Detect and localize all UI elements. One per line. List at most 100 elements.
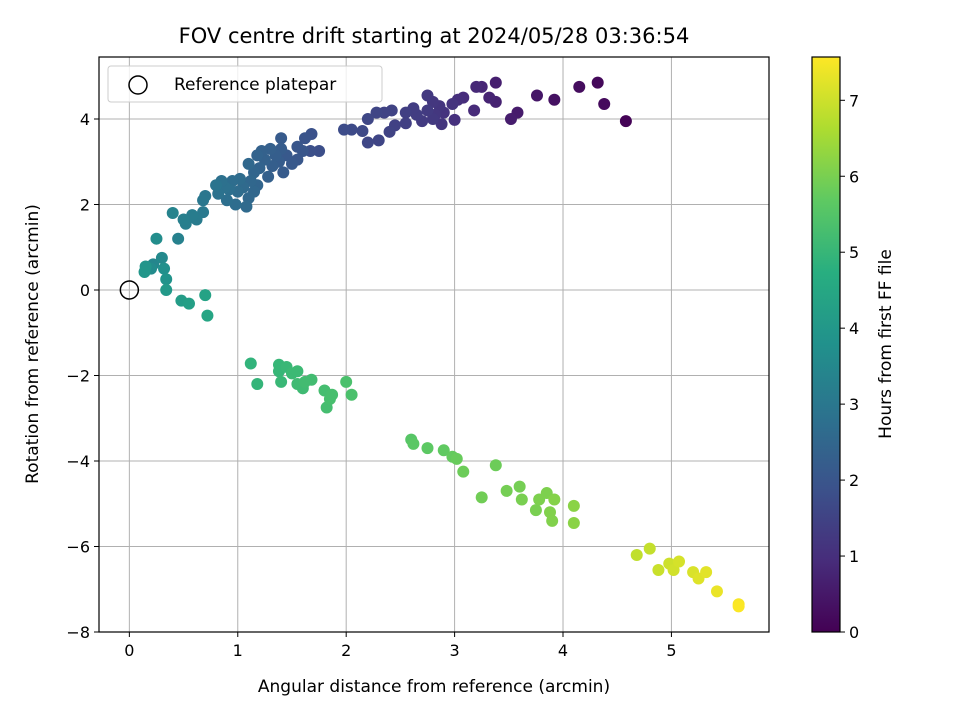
data-point [244,357,257,370]
x-tick-label: 3 [450,641,460,660]
data-point [275,132,288,145]
data-point [361,112,374,125]
colorbar-label: Hours from first FF file [876,249,896,439]
data-point [220,194,233,207]
data-point [667,564,680,577]
data-point [407,437,420,450]
data-point [421,89,434,102]
data-point [251,378,264,391]
data-point [361,136,374,149]
data-point [182,297,195,310]
data-point [673,555,686,568]
data-point [240,200,253,213]
data-point [421,104,434,117]
data-point [435,118,448,131]
data-point [345,388,358,401]
data-point [530,89,543,102]
data-point [262,170,275,183]
y-tick-label: 4 [80,110,90,129]
data-point [489,76,502,89]
data-point [483,91,496,104]
x-axis-label: Angular distance from reference (arcmin) [258,677,610,697]
y-tick-label: 0 [80,281,90,300]
plot-frame [98,56,770,633]
y-axis-label: Rotation from reference (arcmin) [23,204,43,484]
x-tick-label: 4 [558,641,568,660]
legend-marker-icon [128,75,148,95]
y-tick-label: −8 [66,623,90,642]
data-point [567,499,580,512]
colorbar-tick-label: 7 [849,91,859,110]
data-point [210,179,223,192]
data-point [448,113,461,126]
data-point [197,194,210,207]
data-point [619,115,632,128]
data-point [450,452,463,465]
data-point [326,388,339,401]
data-point [160,283,173,296]
y-tick-label: −6 [66,537,90,556]
data-point [546,514,559,527]
data-point [340,375,353,388]
data-point [291,140,304,153]
data-point [166,207,179,220]
data-point [383,125,396,138]
data-point [291,365,304,378]
data-point [399,117,412,130]
data-point [500,484,513,497]
data-point [598,98,611,111]
colorbar-ticks: 0 1 2 3 4 5 6 7 [840,91,859,642]
colorbar: 0 1 2 3 4 5 6 7 Hours from first FF file [811,56,896,642]
legend-box [107,65,383,103]
data-point [242,157,255,170]
data-points [138,76,745,613]
x-axis-ticks: 0 1 2 3 4 5 [124,632,677,660]
x-tick-label: 0 [124,641,134,660]
x-tick-label: 5 [666,641,676,660]
data-point [573,80,586,93]
colorbar-tick-label: 4 [849,319,859,338]
data-point [155,251,168,264]
data-point [470,80,483,93]
data-point [529,504,542,517]
data-point [172,232,185,245]
data-point [457,465,470,478]
data-point [305,373,318,386]
data-point [275,375,288,388]
data-point [732,600,745,613]
data-point [138,266,151,279]
y-tick-label: 2 [80,195,90,214]
data-point [515,493,528,506]
data-point [437,444,450,457]
x-tick-label: 1 [233,641,243,660]
data-point [298,132,311,145]
legend: Reference platepar [107,65,383,103]
y-tick-label: −4 [66,452,90,471]
grid-lines [99,57,769,633]
colorbar-gradient [811,56,841,633]
data-point [475,491,488,504]
data-point [567,516,580,529]
data-point [201,309,214,322]
colorbar-tick-label: 2 [849,471,859,490]
data-point [338,123,351,136]
data-point [700,566,713,579]
data-point [548,93,561,106]
data-point [158,262,171,275]
colorbar-tick-label: 6 [849,167,859,186]
data-point [150,232,163,245]
colorbar-tick-label: 5 [849,243,859,262]
y-tick-label: −2 [66,366,90,385]
data-point [446,98,459,111]
data-point [251,149,264,162]
data-point [513,480,526,493]
data-point [421,442,434,455]
colorbar-tick-label: 3 [849,395,859,414]
data-point [372,134,385,147]
data-point [468,104,481,117]
data-point [199,289,212,302]
y-axis-ticks: −8 −6 −4 −2 0 2 4 [66,110,99,642]
data-point [399,106,412,119]
